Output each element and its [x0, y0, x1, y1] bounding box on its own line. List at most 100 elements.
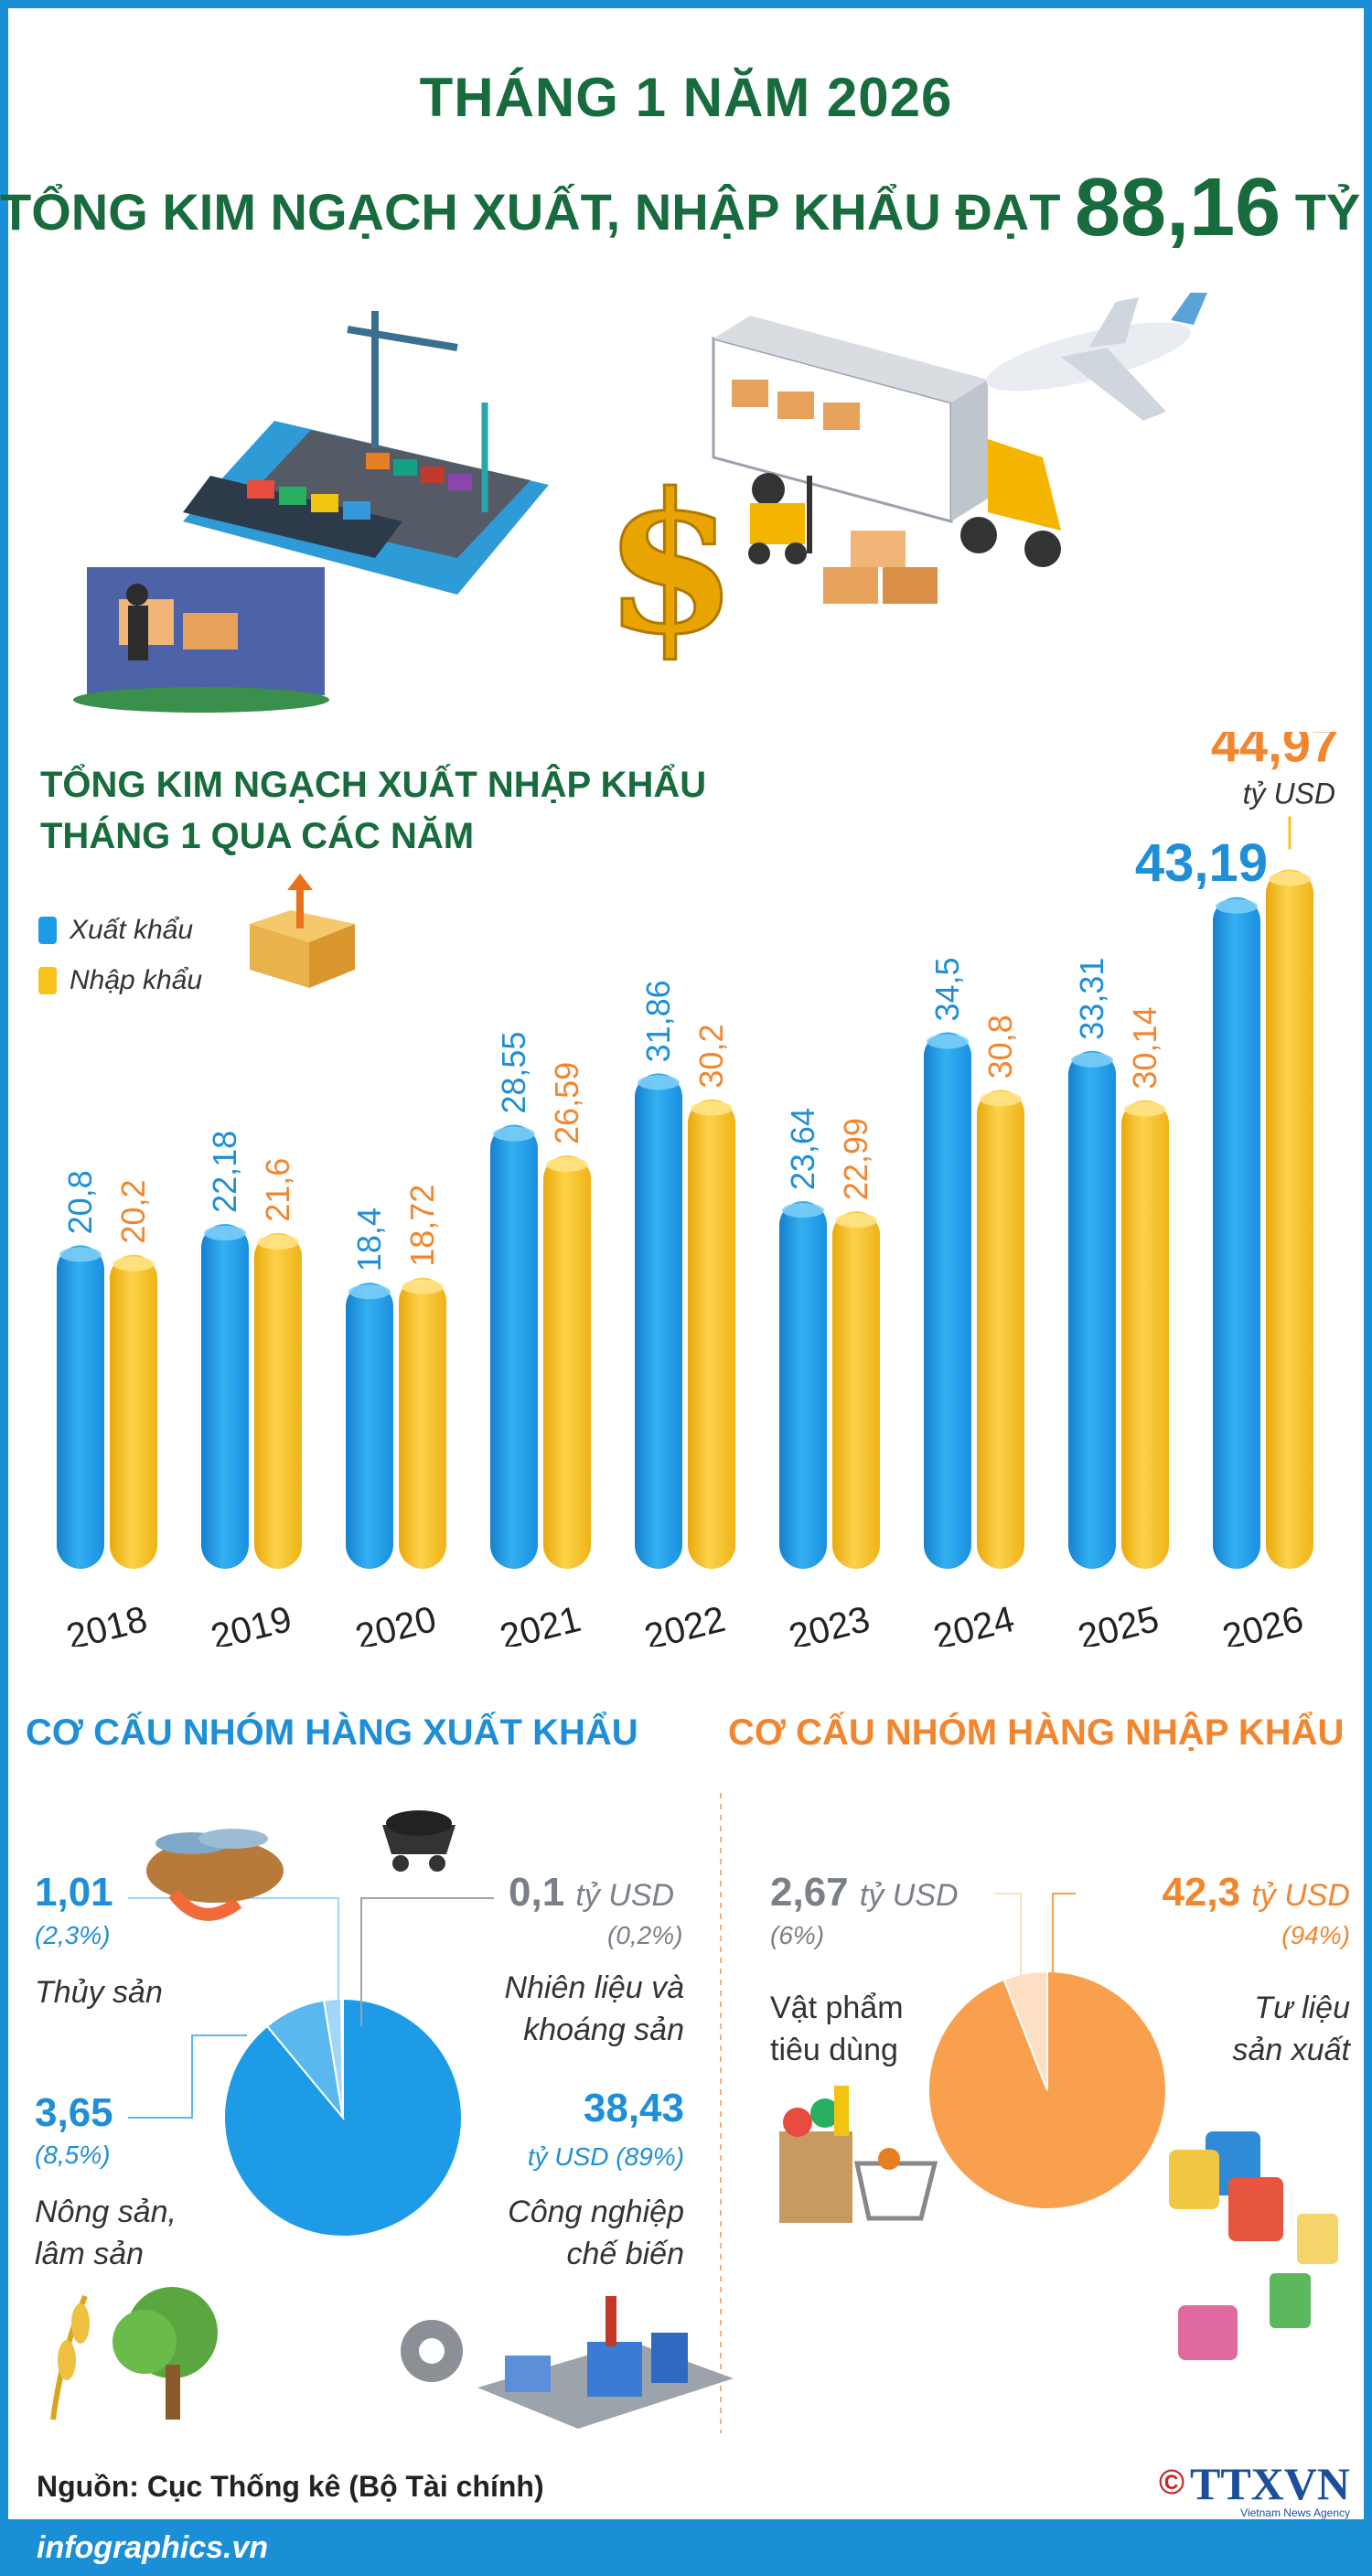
forklift-icon	[748, 476, 812, 564]
bar-chart-title: TỔNG KIM NGẠCH XUẤT NHẬP KHẨU THÁNG 1 QU…	[40, 759, 706, 862]
import-pie-chart	[927, 1970, 1167, 2210]
import-bar-2020	[399, 1277, 446, 1569]
export-cong-nghiep-pct: (89%)	[616, 2142, 684, 2171]
import-value-label-2022: 30,2	[692, 1025, 730, 1089]
export-nhien-lieu-label-line2: khoáng sản	[523, 2012, 684, 2047]
export-bar-cap-2020	[348, 1284, 391, 1300]
source-note: Nguồn: Cục Thống kê (Bộ Tài chính)	[37, 2470, 544, 2503]
export-nong-san-label-line2: lâm sản	[35, 2237, 145, 2271]
header-title-line1: THÁNG 1 NĂM 2026	[419, 67, 953, 128]
legend-export-label: Xuất khẩu	[70, 915, 194, 945]
svg-text:$: $	[604, 451, 737, 677]
export-bar-2026	[1213, 896, 1260, 1569]
export-nhien-lieu-label: Nhiên liệu và khoáng sản	[504, 1967, 684, 2051]
export-bar-cap-2026	[1216, 898, 1258, 914]
export-bar-2023	[779, 1201, 827, 1569]
x-tick-label-2025: 2025	[1074, 1599, 1163, 1647]
import-bar-2026	[1266, 869, 1313, 1569]
rice-and-tree-icon	[50, 2287, 218, 2420]
port-ship-icon	[183, 311, 549, 595]
bar-chart-title-line1: TỔNG KIM NGẠCH XUẤT NHẬP KHẨU	[40, 765, 707, 805]
export-nong-san-pct: (8,5%)	[35, 2141, 111, 2169]
x-tick-label-2023: 2023	[785, 1599, 874, 1647]
brand-logo: © TTXVN Vietnam News Agency	[1159, 2457, 1350, 2519]
x-tick-label-2019: 2019	[207, 1599, 295, 1647]
import-pie-slice-1	[1002, 1970, 1048, 2091]
import-bar-2023	[832, 1211, 880, 1569]
export-pie-title: CƠ CẤU NHÓM HÀNG XUẤT KHẨU	[26, 1712, 638, 1753]
import-bar-2019	[254, 1232, 302, 1569]
export-bar-cap-2021	[493, 1126, 535, 1142]
import-vat-pham-label-line1: Vật phẩm	[770, 1991, 904, 2025]
open-box-icon	[250, 874, 355, 988]
import-bar-cap-2022	[691, 1100, 733, 1116]
export-bar-2024	[924, 1032, 971, 1569]
export-cong-nghiep-label-line1: Công nghiệp	[508, 2195, 684, 2229]
warehouse-workers-icon	[73, 567, 329, 713]
coal-cart-icon	[382, 1810, 456, 1872]
import-bar-cap-2020	[402, 1279, 444, 1294]
export-bar-2019	[201, 1223, 249, 1569]
import-vat-pham-value-number: 2,67	[770, 1870, 849, 1915]
export-thuy-san-pct: (2,3%)	[35, 1921, 111, 1949]
header-title-prefix: TỔNG KIM NGẠCH XUẤT, NHẬP KHẨU ĐẠT	[0, 183, 1075, 241]
cargo-boxes-icon	[823, 531, 938, 604]
seafood-basket-icon	[146, 1829, 284, 1921]
factory-icon	[401, 2296, 734, 2429]
export-cong-nghiep-label-line2: chế biến	[566, 2237, 684, 2271]
export-bar-2022	[635, 1073, 682, 1569]
export-cong-nghiep-unit: tỷ USD	[527, 2142, 609, 2171]
export-value-label-2022: 31,86	[639, 980, 677, 1062]
footer-site-link[interactable]: infographics.vn	[37, 2530, 269, 2565]
import-bar-2025	[1121, 1100, 1169, 1569]
import-vat-pham-unit: tỷ USD	[859, 1878, 959, 1913]
header-total-value: 88,16	[1074, 162, 1281, 253]
export-cong-nghiep-label: Công nghiệp chế biến	[508, 2191, 684, 2275]
import-bar-cap-2018	[113, 1256, 155, 1272]
header-title-suffix: TỶ USD	[1294, 183, 1372, 241]
brand-name: TTXVN	[1189, 2458, 1350, 2509]
airplane-icon	[986, 293, 1207, 421]
header-title-line2: TỔNG KIM NGẠCH XUẤT, NHẬP KHẨU ĐẠT 88,16…	[0, 161, 1372, 255]
export-nong-san-value: 3,65	[35, 2090, 113, 2135]
legend-import: Nhập khẩu	[38, 965, 202, 996]
section-divider	[720, 1793, 722, 2433]
import-value-label-2021: 26,59	[548, 1062, 585, 1144]
legend-export-swatch	[38, 917, 57, 944]
delivery-truck-icon	[712, 316, 1061, 567]
import-tu-lieu-label: Tư liệu sản xuất	[1232, 1987, 1350, 2071]
export-bar-cap-2024	[927, 1034, 969, 1049]
thread-spools-icon	[1169, 2131, 1338, 2360]
export-cong-nghiep-unit-pct: tỷ USD (89%)	[528, 2142, 684, 2172]
import-pie-leaders	[993, 1893, 1076, 2003]
import-bar-cap-2026	[1269, 871, 1311, 886]
export-value-label-2019: 22,18	[206, 1131, 243, 1213]
export-value-label-2023: 23,64	[784, 1108, 821, 1190]
export-value-label-2021: 28,55	[495, 1032, 532, 1114]
export-bar-2020	[346, 1283, 393, 1569]
export-bar-cap-2018	[59, 1247, 102, 1262]
import-value-label-2018: 20,2	[114, 1180, 152, 1244]
export-pie-slice-3	[340, 1997, 344, 2119]
x-tick-label-2026: 2026	[1218, 1599, 1307, 1647]
import-bar-cap-2019	[257, 1234, 299, 1250]
x-tick-label-2024: 2024	[929, 1599, 1018, 1647]
export-nhien-lieu-pct: (0,2%)	[607, 1921, 683, 1949]
export-bar-cap-2025	[1071, 1052, 1113, 1068]
export-nong-san-label-line1: Nông sản,	[35, 2195, 177, 2229]
legend-import-label: Nhập khẩu	[70, 965, 203, 995]
export-nhien-lieu-unit: tỷ USD	[575, 1878, 675, 1913]
import-vat-pham-label: Vật phẩm tiêu dùng	[770, 1987, 904, 2071]
export-bar-2018	[57, 1245, 104, 1569]
x-tick-label-2022: 2022	[640, 1599, 729, 1647]
import-bar-2024	[977, 1089, 1024, 1569]
dollar-sign-icon: $	[603, 450, 739, 679]
import-value-label-2023: 22,99	[837, 1118, 874, 1200]
export-bar-2021	[490, 1124, 538, 1569]
brand-subtitle: Vietnam News Agency	[1240, 2506, 1350, 2519]
shopping-basket-icon	[779, 2086, 938, 2223]
import-value-label-2019: 21,6	[259, 1158, 296, 1222]
export-nhien-lieu-label-line1: Nhiên liệu và	[504, 1970, 684, 2005]
export-nong-san-label: Nông sản, lâm sản	[35, 2191, 177, 2275]
export-value-label-2018: 20,8	[61, 1170, 99, 1234]
